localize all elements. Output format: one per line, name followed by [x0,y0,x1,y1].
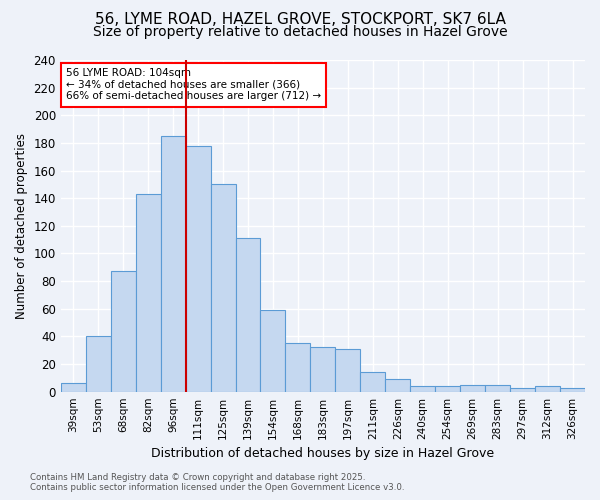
Bar [460,385,485,392]
Bar [560,388,585,392]
Bar [361,372,385,392]
Bar [111,272,136,392]
Bar [236,238,260,392]
X-axis label: Distribution of detached houses by size in Hazel Grove: Distribution of detached houses by size … [151,447,494,460]
Bar [286,344,310,392]
Bar [260,310,286,392]
Text: Size of property relative to detached houses in Hazel Grove: Size of property relative to detached ho… [92,25,508,39]
Bar [485,385,510,392]
Bar [435,386,460,392]
Bar [161,136,185,392]
Bar [211,184,236,392]
Bar [86,336,111,392]
Text: 56 LYME ROAD: 104sqm
← 34% of detached houses are smaller (366)
66% of semi-deta: 56 LYME ROAD: 104sqm ← 34% of detached h… [66,68,321,102]
Bar [410,386,435,392]
Bar [385,379,410,392]
Bar [61,384,86,392]
Bar [136,194,161,392]
Bar [535,386,560,392]
Bar [185,146,211,392]
Y-axis label: Number of detached properties: Number of detached properties [15,133,28,319]
Bar [335,349,361,392]
Text: 56, LYME ROAD, HAZEL GROVE, STOCKPORT, SK7 6LA: 56, LYME ROAD, HAZEL GROVE, STOCKPORT, S… [95,12,505,28]
Text: Contains HM Land Registry data © Crown copyright and database right 2025.
Contai: Contains HM Land Registry data © Crown c… [30,473,404,492]
Bar [310,348,335,392]
Bar [510,388,535,392]
